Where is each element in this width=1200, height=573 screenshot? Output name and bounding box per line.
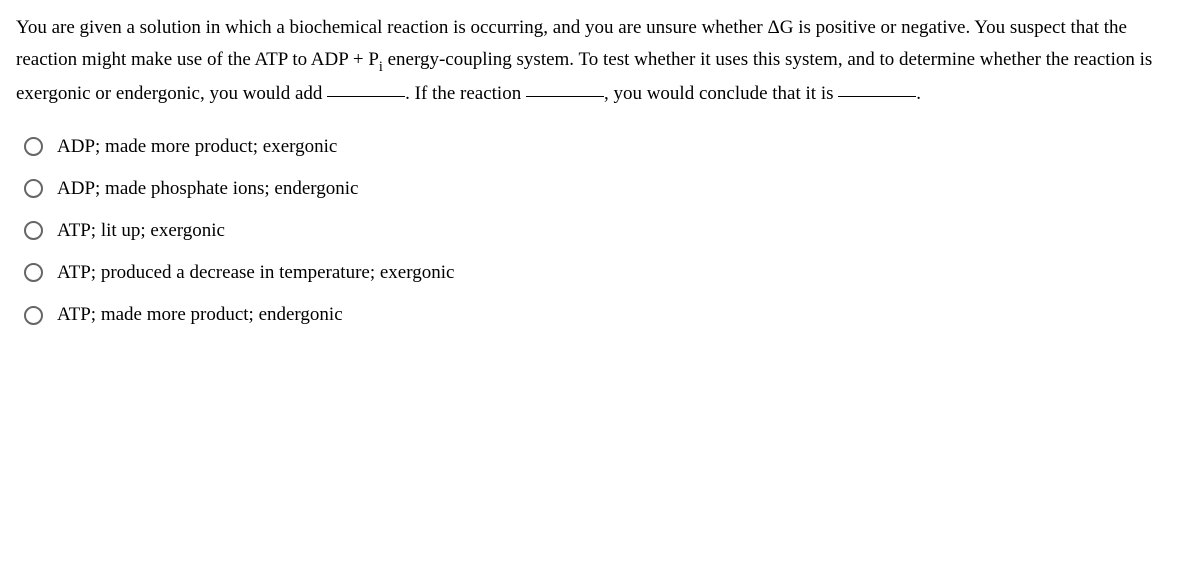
option-row[interactable]: ADP; made phosphate ions; endergonic bbox=[24, 171, 1184, 207]
option-row[interactable]: ATP; produced a decrease in temperature;… bbox=[24, 255, 1184, 291]
radio-button[interactable] bbox=[24, 221, 43, 240]
blank-3 bbox=[838, 79, 916, 97]
option-label[interactable]: ATP; made more product; endergonic bbox=[57, 297, 343, 333]
option-row[interactable]: ATP; lit up; exergonic bbox=[24, 213, 1184, 249]
question-subscript-1: i bbox=[379, 59, 383, 75]
radio-button[interactable] bbox=[24, 137, 43, 156]
question-text-seg3: . If the reaction bbox=[405, 83, 526, 104]
blank-1 bbox=[327, 79, 405, 97]
question-text-seg4: , you would conclude that it is bbox=[604, 83, 838, 104]
question-stem: You are given a solution in which a bioc… bbox=[16, 12, 1184, 111]
radio-button[interactable] bbox=[24, 179, 43, 198]
blank-2 bbox=[526, 79, 604, 97]
option-label[interactable]: ATP; lit up; exergonic bbox=[57, 213, 225, 249]
radio-button[interactable] bbox=[24, 263, 43, 282]
radio-button[interactable] bbox=[24, 306, 43, 325]
option-label[interactable]: ADP; made more product; exergonic bbox=[57, 129, 337, 165]
option-label[interactable]: ADP; made phosphate ions; endergonic bbox=[57, 171, 359, 207]
options-list: ADP; made more product; exergonic ADP; m… bbox=[16, 129, 1184, 333]
option-label[interactable]: ATP; produced a decrease in temperature;… bbox=[57, 255, 454, 291]
option-row[interactable]: ATP; made more product; endergonic bbox=[24, 297, 1184, 333]
option-row[interactable]: ADP; made more product; exergonic bbox=[24, 129, 1184, 165]
question-text-seg5: . bbox=[916, 83, 921, 104]
